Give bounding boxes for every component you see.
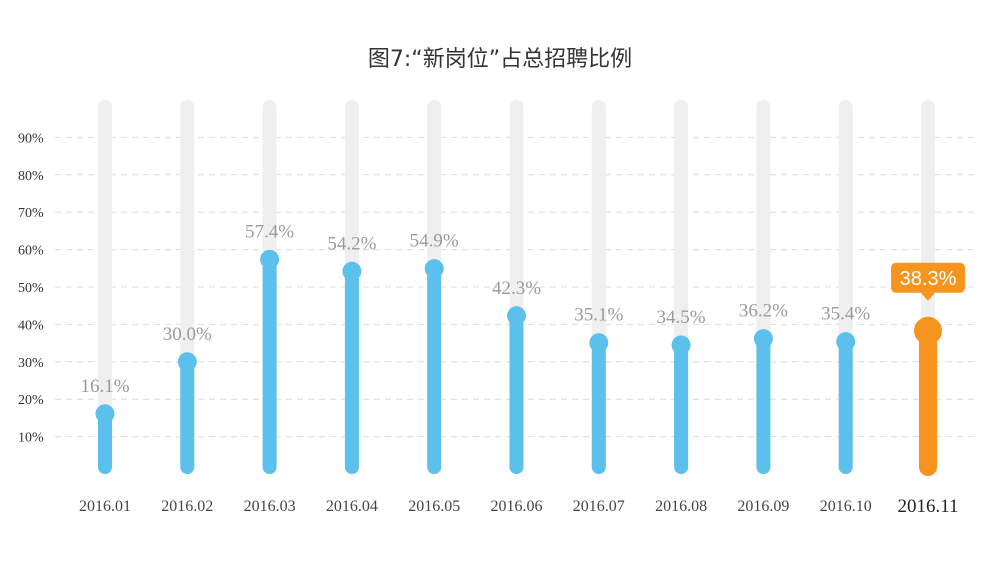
x-tick-label: 2016.02 — [161, 498, 213, 515]
data-label: 42.3% — [492, 278, 541, 299]
data-label: 38.3% — [900, 268, 957, 290]
y-tick-label: 80% — [18, 169, 44, 184]
bar-head-dot — [424, 259, 444, 279]
data-label: 16.1% — [80, 376, 129, 397]
x-tick-label: 2016.11 — [897, 496, 958, 517]
x-tick-label: 2016.04 — [326, 498, 378, 515]
data-label: 54.2% — [327, 233, 376, 254]
y-tick-label: 60% — [18, 244, 44, 259]
y-tick-label: 50% — [18, 281, 44, 296]
bars — [95, 100, 942, 476]
x-tick-label: 2016.03 — [244, 498, 296, 515]
y-tick-label: 20% — [18, 393, 44, 408]
x-axis-ticks: 2016.01 2016.02 2016.03 2016.04 2016.05 2016.… — [79, 496, 959, 517]
y-tick-label: 70% — [18, 206, 44, 221]
data-label: 36.2% — [739, 301, 788, 322]
x-tick-label: 2016.07 — [573, 498, 625, 515]
bar-head-dot — [177, 352, 197, 372]
x-tick-label: 2016.08 — [655, 498, 707, 515]
bar-head-dot — [95, 404, 115, 424]
chart-title: 图7:“新岗位”占总招聘比例 — [368, 47, 632, 72]
data-label-callout — [891, 262, 965, 293]
x-tick-label: 2016.09 — [737, 498, 789, 515]
callout-pointer — [921, 292, 935, 301]
x-tick-label: 2016.05 — [408, 498, 460, 515]
data-label: 34.5% — [657, 307, 706, 328]
bar-head-dot — [260, 249, 280, 269]
x-tick-label: 2016.10 — [820, 498, 872, 515]
x-tick-label: 2016.06 — [491, 498, 543, 515]
x-tick-label: 2016.01 — [79, 498, 131, 515]
bar-head-dot — [342, 261, 362, 281]
data-label: 57.4% — [245, 221, 294, 242]
bar-head-dot — [836, 332, 856, 352]
y-tick-label: 30% — [18, 356, 44, 371]
y-tick-label: 40% — [18, 318, 44, 333]
y-tick-label: 10% — [18, 431, 44, 446]
data-label: 35.4% — [821, 304, 870, 325]
bar-head-dot — [753, 329, 773, 349]
bar-head-dot — [507, 306, 526, 326]
bar-head-dot-highlight — [914, 316, 942, 345]
data-label: 30.0% — [163, 324, 212, 345]
data-label: 54.9% — [410, 231, 459, 252]
data-labels: 16.1% 30.0% 57.4% 54.2% 54.9% 42.3% 35.1% 34.5%… — [80, 221, 965, 397]
y-tick-label: 90% — [18, 131, 44, 146]
bar-head-dot — [671, 335, 691, 355]
bar-head-dot — [589, 333, 609, 353]
data-label: 35.1% — [574, 305, 623, 326]
y-axis-ticks: 10% 20% 30% 40% 50% 60% 70% 80% 90% — [18, 131, 44, 445]
